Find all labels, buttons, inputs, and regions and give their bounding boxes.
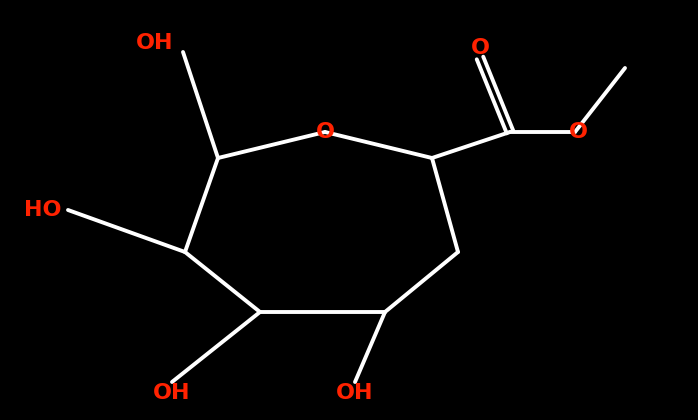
Text: O: O [568, 122, 588, 142]
Text: O: O [315, 122, 334, 142]
Text: OH: OH [135, 33, 173, 53]
Text: HO: HO [24, 200, 62, 220]
Text: O: O [470, 38, 489, 58]
Text: OH: OH [154, 383, 191, 403]
Text: OH: OH [336, 383, 373, 403]
